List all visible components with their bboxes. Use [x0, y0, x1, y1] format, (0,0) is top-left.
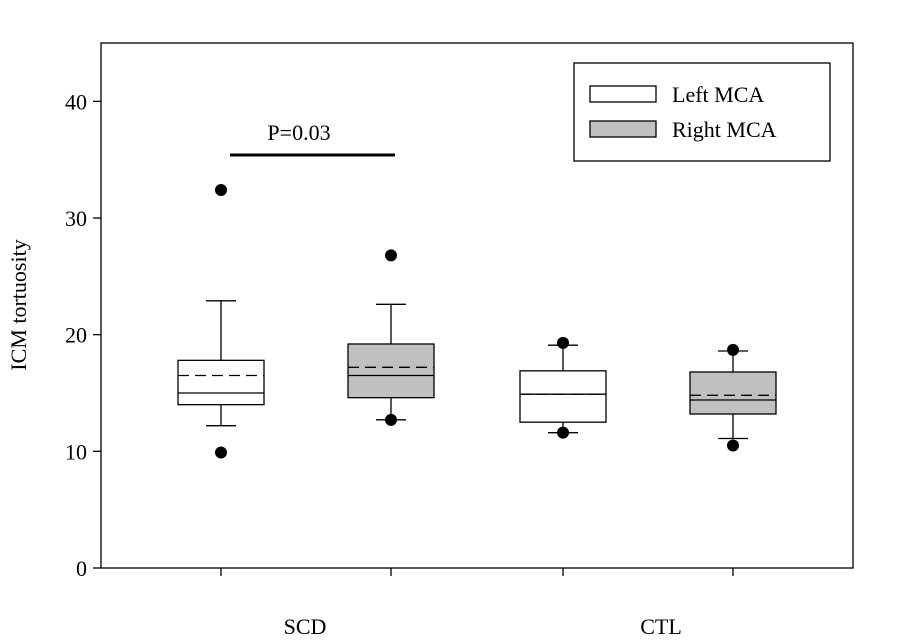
outlier-point: [215, 446, 227, 459]
y-tick-label: 10: [65, 439, 87, 464]
y-tick-label: 20: [65, 323, 87, 348]
iqr-box: [177, 359, 265, 406]
outlier-point: [727, 343, 739, 356]
outlier-point: [727, 439, 739, 452]
y-axis-ticks: 0 10 20 30 40: [65, 89, 101, 581]
x-group-labels: SCD CTL: [284, 614, 682, 639]
y-axis-label: ICM tortuosity: [6, 239, 31, 370]
iqr-box: [347, 343, 435, 399]
legend-swatch-left-mca: [589, 85, 657, 103]
iqr-box: [689, 371, 777, 415]
y-tick-label: 30: [65, 206, 87, 231]
x-group-label: SCD: [284, 614, 327, 639]
box-ctl-left-mca: [519, 336, 607, 439]
y-tick-label: 0: [76, 556, 87, 581]
outlier-point: [557, 336, 569, 349]
legend-frame: [573, 62, 831, 162]
outlier-point: [385, 249, 397, 262]
plot-frame: [100, 42, 854, 569]
significance-annotation: P=0.03: [230, 120, 395, 157]
box-scd-left-mca: [177, 184, 265, 459]
p-value-label: P=0.03: [267, 120, 330, 145]
legend-swatch-right-mca: [589, 120, 657, 138]
box-ctl-right-mca: [689, 343, 777, 452]
outlier-point: [557, 426, 569, 439]
legend-label-right-mca: Right MCA: [672, 117, 777, 142]
outlier-point: [215, 184, 227, 196]
legend: Left MCA Right MCA: [573, 62, 831, 162]
legend-label-left-mca: Left MCA: [672, 82, 764, 107]
box-series: [177, 184, 777, 459]
x-group-label: CTL: [640, 614, 682, 639]
x-axis-ticks: [220, 568, 734, 576]
iqr-box: [519, 370, 607, 423]
outlier-point: [385, 413, 397, 426]
box-scd-right-mca: [347, 249, 435, 426]
y-tick-label: 40: [65, 89, 87, 114]
